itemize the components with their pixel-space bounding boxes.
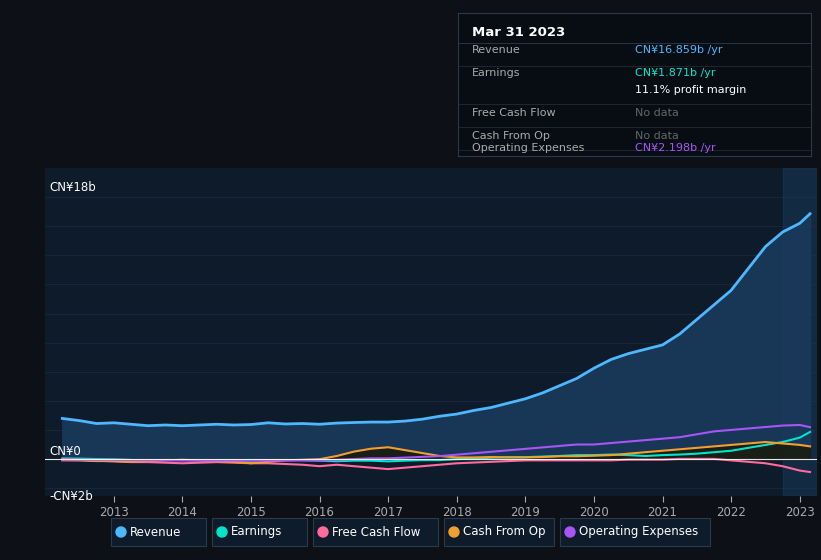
FancyBboxPatch shape [313,518,438,546]
Text: Operating Expenses: Operating Expenses [472,143,585,153]
Text: No data: No data [635,108,678,118]
Text: Free Cash Flow: Free Cash Flow [332,525,420,539]
Text: Mar 31 2023: Mar 31 2023 [472,26,566,39]
Text: No data: No data [635,130,678,141]
Circle shape [449,527,459,537]
Circle shape [116,527,126,537]
Text: CN¥2.198b /yr: CN¥2.198b /yr [635,143,715,153]
Circle shape [565,527,575,537]
Text: Revenue: Revenue [130,525,181,539]
Text: Cash From Op: Cash From Op [472,130,550,141]
Text: Earnings: Earnings [231,525,282,539]
Text: CN¥18b: CN¥18b [49,181,96,194]
FancyBboxPatch shape [111,518,206,546]
FancyBboxPatch shape [560,518,710,546]
FancyBboxPatch shape [212,518,307,546]
Text: Cash From Op: Cash From Op [463,525,545,539]
Text: 11.1% profit margin: 11.1% profit margin [635,85,746,95]
FancyBboxPatch shape [444,518,554,546]
Text: Earnings: Earnings [472,68,521,78]
Text: -CN¥2b: -CN¥2b [49,490,93,503]
Text: CN¥1.871b /yr: CN¥1.871b /yr [635,68,715,78]
Circle shape [217,527,227,537]
Text: Free Cash Flow: Free Cash Flow [472,108,556,118]
Text: Revenue: Revenue [472,45,521,55]
Bar [782,168,817,496]
Text: CN¥16.859b /yr: CN¥16.859b /yr [635,45,722,55]
Circle shape [318,527,328,537]
Text: Operating Expenses: Operating Expenses [579,525,698,539]
Text: CN¥0: CN¥0 [49,445,80,458]
